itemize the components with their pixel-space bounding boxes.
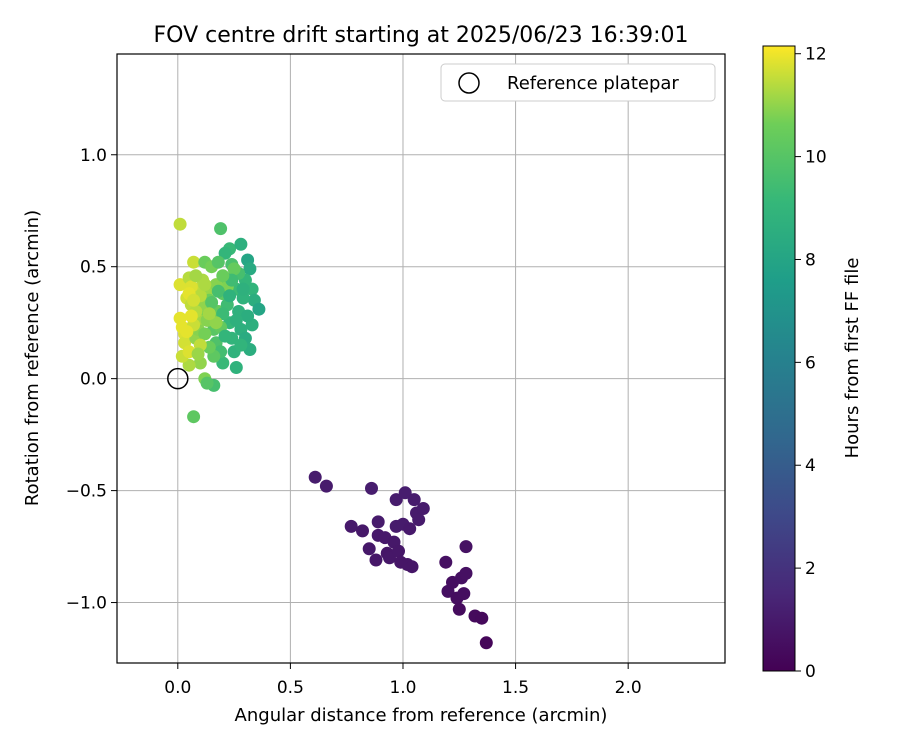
colorbar-gradient xyxy=(762,45,796,672)
data-point xyxy=(452,602,466,616)
data-point xyxy=(234,338,248,352)
data-point xyxy=(407,493,421,507)
chart-title: FOV centre drift starting at 2025/06/23 … xyxy=(154,23,689,48)
data-point xyxy=(356,524,369,538)
data-point xyxy=(216,269,230,283)
data-point xyxy=(243,262,257,276)
data-point xyxy=(191,347,205,361)
data-point xyxy=(189,269,203,283)
colorbar-tick-label: 2 xyxy=(805,559,816,579)
data-point xyxy=(403,522,417,536)
data-point xyxy=(319,479,333,493)
colorbar-ticks: 0 2 4 6 8 10 12 xyxy=(795,45,827,682)
grid-lines xyxy=(117,54,725,663)
data-point xyxy=(398,486,412,500)
data-point xyxy=(218,246,232,260)
data-point xyxy=(173,278,187,292)
data-point xyxy=(369,553,383,567)
data-point xyxy=(187,255,201,269)
x-tick-label: 0.5 xyxy=(277,678,304,698)
data-point xyxy=(198,278,212,292)
data-point xyxy=(173,217,187,231)
data-point xyxy=(245,282,259,296)
data-point xyxy=(202,307,216,321)
data-point xyxy=(383,551,396,565)
data-point xyxy=(365,481,378,495)
data-point xyxy=(362,542,376,556)
colorbar-tick-label: 12 xyxy=(805,45,827,65)
data-point xyxy=(344,519,358,533)
data-point xyxy=(416,502,430,515)
legend-marker xyxy=(458,72,480,94)
data-point xyxy=(209,316,223,330)
data-point xyxy=(392,544,405,558)
data-point xyxy=(459,540,473,554)
data-point xyxy=(229,313,243,327)
data-point xyxy=(184,309,198,323)
legend-box xyxy=(440,63,716,102)
colorbar-label: Hours from first FF file xyxy=(842,258,863,459)
data-point xyxy=(187,410,201,424)
data-point xyxy=(479,636,493,650)
data-point xyxy=(229,361,243,374)
colorbar-tick-label: 4 xyxy=(805,456,816,476)
data-point xyxy=(241,309,255,323)
x-tick-label: 1.0 xyxy=(389,678,416,698)
data-point xyxy=(223,289,237,303)
y-tick-label: −0.5 xyxy=(66,482,107,502)
data-point xyxy=(216,356,230,370)
data-point xyxy=(236,282,250,296)
data-point xyxy=(227,262,241,276)
y-tick-label: 1.0 xyxy=(80,146,107,166)
data-point xyxy=(187,293,201,307)
data-point xyxy=(457,587,471,601)
colorbar-tick-label: 10 xyxy=(805,148,827,168)
plot-frame xyxy=(116,53,726,664)
reference-marker xyxy=(167,367,189,390)
data-point xyxy=(236,291,250,305)
data-point xyxy=(216,307,230,321)
y-tick-label: −1.0 xyxy=(66,594,107,614)
data-point xyxy=(389,493,403,507)
y-tick-label: 0.5 xyxy=(80,258,107,278)
data-point xyxy=(173,311,187,325)
x-tick-label: 1.5 xyxy=(502,678,529,698)
data-point xyxy=(218,329,232,343)
y-tick-label: 0.0 xyxy=(80,370,107,390)
data-point xyxy=(211,255,225,269)
data-point xyxy=(459,566,473,580)
data-point xyxy=(200,376,214,390)
data-point xyxy=(475,611,489,625)
legend: Reference platepar xyxy=(440,63,716,102)
data-point xyxy=(198,327,212,341)
data-point xyxy=(211,284,225,298)
y-axis-label: Rotation from reference (arcmin) xyxy=(22,210,43,506)
x-axis-ticks: 0.0 0.5 1.0 1.5 2.0 xyxy=(164,663,642,698)
colorbar-tick-label: 8 xyxy=(805,250,816,270)
x-tick-label: 0.0 xyxy=(164,678,191,698)
legend-label: Reference platepar xyxy=(507,73,679,94)
data-point xyxy=(214,222,228,236)
data-point xyxy=(205,296,219,309)
y-axis-ticks: −1.0 −0.5 0.0 0.5 1.0 xyxy=(66,146,117,614)
data-point xyxy=(412,513,426,527)
x-axis-label: Angular distance from reference (arcmin) xyxy=(235,705,608,726)
data-point xyxy=(182,358,196,372)
data-point xyxy=(405,560,419,574)
data-point xyxy=(180,325,194,339)
colorbar-tick-label: 6 xyxy=(805,353,816,373)
data-point xyxy=(439,555,453,569)
data-point xyxy=(252,302,266,316)
colorbar: 0 2 4 6 8 10 12 Hours from first FF file xyxy=(762,45,863,682)
scatter-points xyxy=(173,217,493,650)
data-point xyxy=(234,237,248,251)
data-point xyxy=(371,515,385,529)
colorbar-tick-label: 0 xyxy=(805,662,816,682)
data-point xyxy=(308,470,322,484)
x-tick-label: 2.0 xyxy=(615,678,642,698)
